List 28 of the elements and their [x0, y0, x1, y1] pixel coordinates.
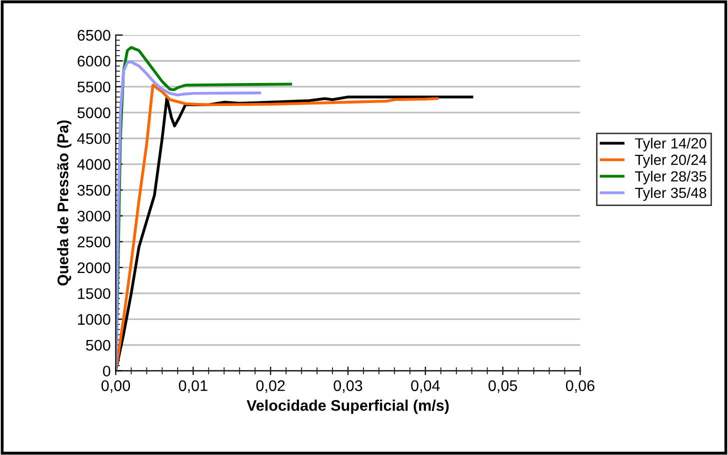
y-tick-label: 500 [86, 340, 110, 351]
x-tick-label: 0,06 [566, 380, 594, 393]
legend-label: Tyler 14/20 [635, 138, 706, 152]
y-tick-label: 6000 [78, 56, 110, 67]
x-tick-label: 0,05 [488, 380, 518, 393]
x-tick-label: 0,04 [411, 380, 440, 393]
x-tick-label: 0,00 [101, 380, 130, 393]
x-tick-label: 0,03 [334, 380, 362, 393]
x-tick-label: 0,02 [256, 380, 285, 393]
y-tick-label: 5000 [78, 107, 110, 118]
line-series [116, 60, 262, 371]
y-tick-label: 4500 [77, 133, 110, 144]
y-tick-label: 2000 [78, 262, 110, 274]
y-tick-label: 3500 [77, 184, 110, 196]
y-tick-label: 6500 [78, 30, 110, 41]
x-tick-label: 0,01 [178, 380, 208, 393]
y-tick-label: 2500 [78, 236, 110, 248]
legend-label: Tyler 20/24 [635, 154, 706, 168]
y-tick-label: 1000 [78, 314, 110, 325]
y-tick-label: 1500 [78, 288, 110, 300]
legend-label: Tyler 35/48 [635, 187, 706, 201]
y-tick-label: 4000 [77, 159, 110, 170]
y-tick-label: 0 [102, 366, 110, 377]
y-tick-label: 3000 [77, 210, 110, 222]
y-axis-title: Queda de Pressão (Pa) [57, 120, 72, 286]
x-axis-title: Velocidade Superficial (m/s) [246, 400, 449, 414]
y-tick-label: 5500 [78, 82, 110, 92]
legend-label: Tyler 28/35 [635, 170, 706, 184]
